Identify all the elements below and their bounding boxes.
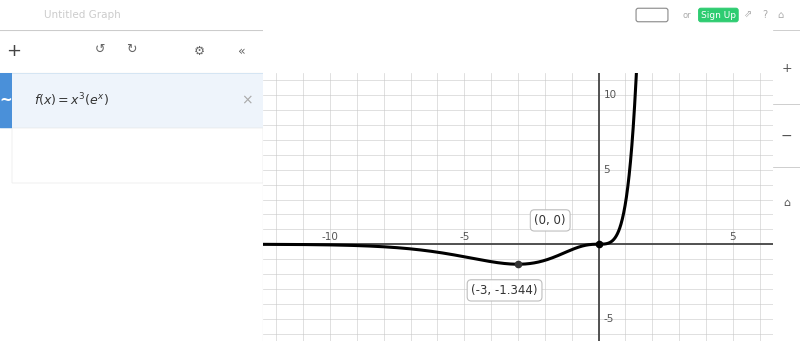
Text: +: + bbox=[781, 62, 792, 75]
Text: (0, 0): (0, 0) bbox=[534, 214, 566, 227]
Text: «: « bbox=[238, 45, 246, 58]
Text: Log In: Log In bbox=[638, 11, 666, 19]
Text: -5: -5 bbox=[459, 232, 470, 241]
Text: $f(x) = x^3(e^x)$: $f(x) = x^3(e^x)$ bbox=[34, 92, 110, 109]
Text: ⚙: ⚙ bbox=[194, 45, 206, 58]
Text: ?: ? bbox=[762, 10, 767, 20]
Text: ×: × bbox=[242, 93, 253, 107]
Text: or: or bbox=[682, 11, 690, 19]
Text: ≡: ≡ bbox=[10, 9, 20, 21]
Text: 5: 5 bbox=[603, 165, 610, 175]
Text: ~: ~ bbox=[0, 93, 12, 108]
Text: 10: 10 bbox=[603, 90, 617, 100]
Text: Sign Up: Sign Up bbox=[701, 11, 736, 19]
Text: -5: -5 bbox=[603, 314, 614, 324]
Text: desmos: desmos bbox=[363, 6, 437, 24]
Text: ⇗: ⇗ bbox=[743, 10, 751, 20]
Text: Untitled Graph: Untitled Graph bbox=[44, 10, 121, 20]
Text: ⌂: ⌂ bbox=[778, 10, 784, 20]
Text: -10: -10 bbox=[322, 232, 338, 241]
Text: +: + bbox=[6, 43, 21, 60]
Text: ⌂: ⌂ bbox=[783, 198, 790, 208]
Text: 5: 5 bbox=[730, 232, 736, 241]
FancyBboxPatch shape bbox=[0, 73, 12, 128]
FancyBboxPatch shape bbox=[12, 128, 263, 183]
Text: ↻: ↻ bbox=[126, 43, 137, 56]
Text: −: − bbox=[781, 129, 792, 143]
Text: ↺: ↺ bbox=[94, 43, 105, 56]
Text: (-3, -1.344): (-3, -1.344) bbox=[471, 284, 538, 297]
FancyBboxPatch shape bbox=[0, 73, 263, 128]
